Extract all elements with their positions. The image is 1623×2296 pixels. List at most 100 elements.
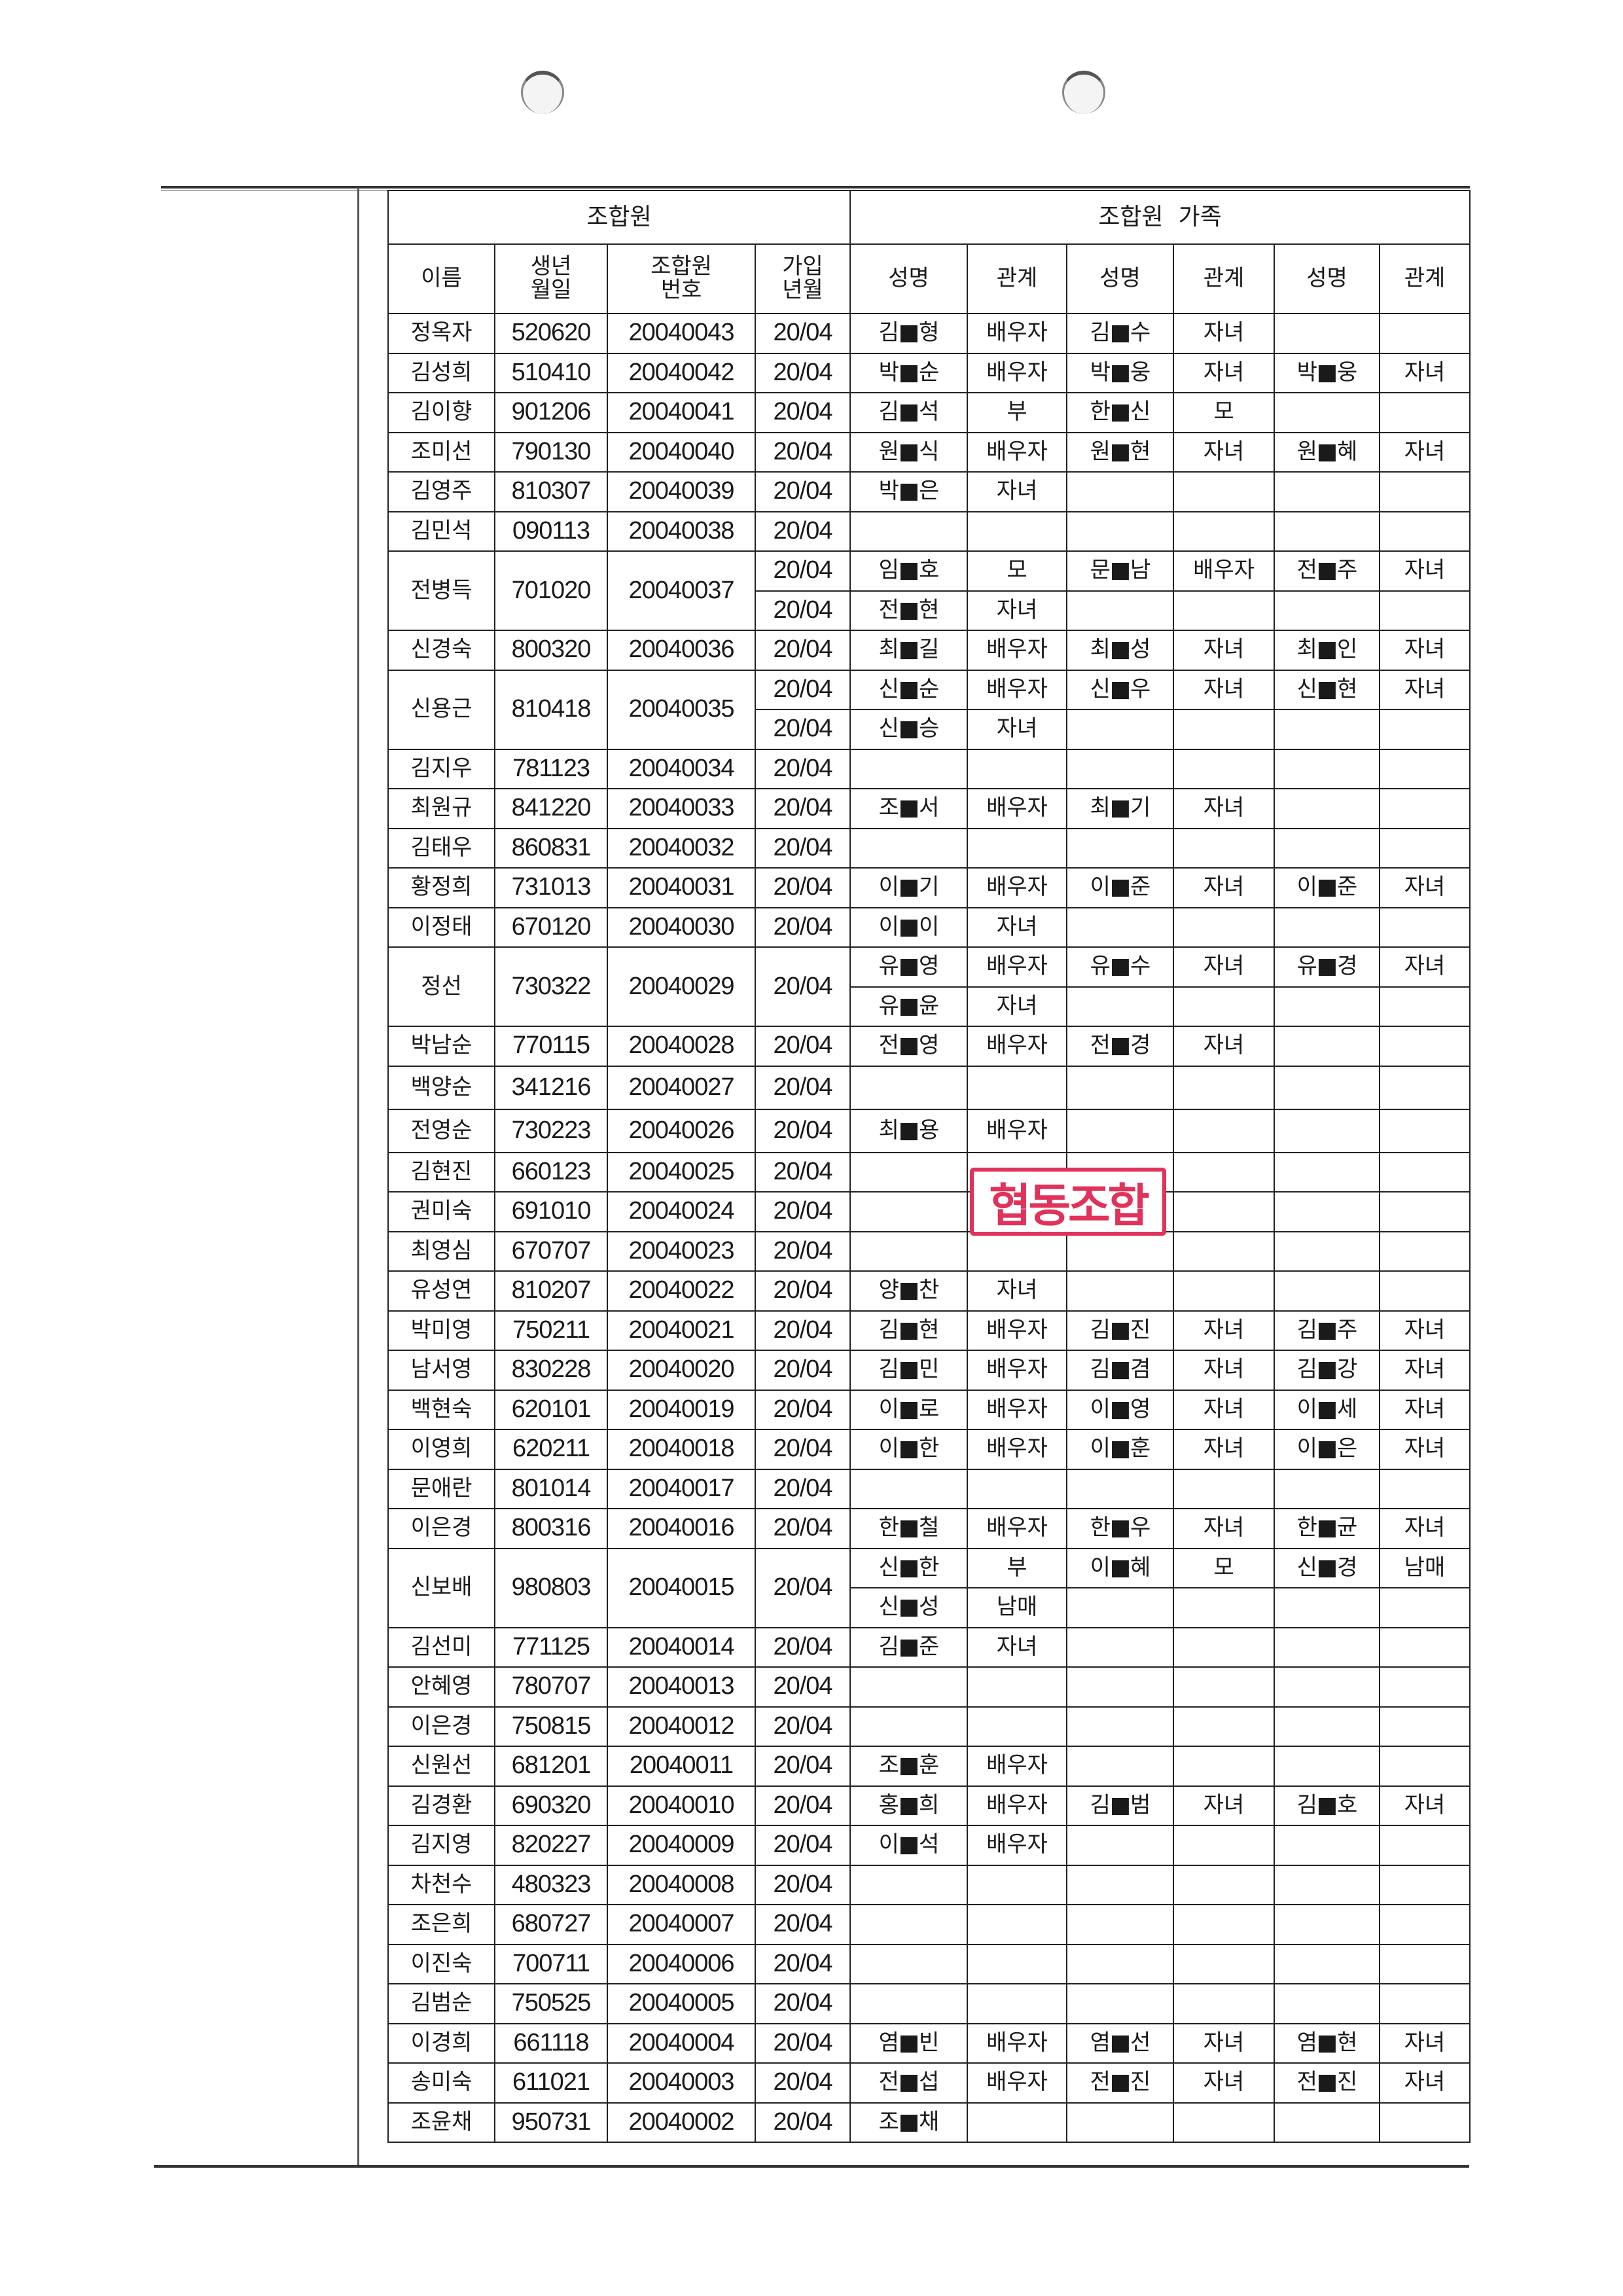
family-member-name: 이■한 [849,1429,968,1470]
family-member-name: 이■혜 [1066,1547,1174,1588]
member-number: 20040007 [607,1904,756,1945]
member-join-date: 20/04 [755,352,851,393]
family-member-name: 유■수 [1066,946,1174,988]
family-relation: 배우자 [967,1825,1067,1866]
family-member-name [849,1065,968,1110]
family-member-name [1274,986,1380,1027]
family-relation [1379,313,1471,354]
family-relation [967,2102,1067,2143]
member-name: 권미숙 [387,1191,495,1232]
table-row: 김영주 810307 20040039 20/04 박■은 자녀 [387,471,1471,512]
family-relation [1173,471,1275,512]
table-row: 차천수 480323 20040008 20/04 [387,1864,1471,1905]
member-name: 신경숙 [387,630,495,671]
family-relation: 자녀 [1379,352,1471,393]
family-member-name [1274,1587,1380,1628]
member-join-date: 20/04 [755,2102,851,2143]
table-row: 신경숙 800320 20040036 20/04 최■길 배우자 최■성 자녀 최■인 자녀 [387,630,1471,671]
family-relation [1379,1191,1471,1232]
member-name: 백현숙 [387,1389,495,1430]
family-member-name: 김■주 [1274,1310,1380,1351]
family-member-name: 유■영 [849,946,968,988]
family-member-name: 박■웅 [1274,352,1380,393]
member-join-date: 20/04 [755,590,851,631]
family-relation [1173,1587,1275,1628]
family-relation: 자녀 [1173,669,1275,710]
member-name: 김경환 [387,1785,495,1826]
member-join-date: 20/04 [755,1904,851,1945]
member-name: 박남순 [387,1026,495,1067]
family-relation: 자녀 [1379,1785,1471,1826]
member-join-date: 20/04 [755,748,851,789]
table-row: 안혜영 780707 20040013 20/04 [387,1666,1471,1708]
member-number: 20040037 [607,550,756,631]
col-family-relation: 관계 [1379,243,1471,314]
member-name: 차천수 [387,1864,495,1905]
table-row: 최영심 670707 20040023 20/04 [387,1230,1471,1272]
member-join-date: 20/04 [755,1230,851,1272]
family-member-name: 김■겸 [1066,1350,1174,1391]
member-name: 김현진 [387,1151,495,1193]
member-number: 20040017 [607,1468,756,1509]
family-relation: 자녀 [1379,2062,1471,2104]
family-member-name: 유■경 [1274,946,1380,988]
family-relation: 자녀 [1173,1508,1275,1549]
table-row: 김지우 781123 20040034 20/04 [387,748,1471,789]
family-member-name [1066,748,1174,789]
member-join-date: 20/04 [755,1864,851,1905]
table-row: 김경환 690320 20040010 20/04 홍■희 배우자 김■범 자녀 김■호 자녀 [387,1785,1471,1826]
family-relation [1379,1943,1471,1984]
family-member-name [849,1666,968,1708]
family-member-name: 김■형 [849,313,968,354]
family-member-name [1274,313,1380,354]
family-relation: 모 [1173,1547,1275,1588]
family-relation [967,1904,1067,1945]
family-relation: 부 [967,1547,1067,1588]
family-member-name: 한■신 [1066,392,1174,433]
family-member-name [1066,906,1174,948]
member-join-date: 20/04 [755,1666,851,1708]
family-relation: 자녀 [1173,2022,1275,2064]
family-relation: 자녀 [1379,946,1471,988]
family-member-name [1274,1746,1380,1787]
family-relation: 자녀 [1173,867,1275,908]
family-relation: 자녀 [1379,867,1471,908]
punch-hole [521,71,564,114]
family-relation: 배우자 [967,669,1067,710]
family-relation [1173,1983,1275,2024]
table-row: 김현진 660123 20040025 20/04 [387,1151,1471,1193]
table-row: 남서영 830228 20040020 20/04 김■민 배우자 김■겸 자녀 김■강 자녀 [387,1350,1471,1391]
table-row: 이경희 661118 20040004 20/04 염■빈 배우자 염■선 자녀 염■현 자녀 [387,2022,1471,2064]
family-member-name: 김■범 [1066,1785,1174,1826]
table-row: 조윤채 950731 20040002 20/04 조■채 [387,2102,1471,2143]
family-member-name [849,1983,968,2024]
family-relation: 배우자 [1173,550,1275,592]
col-name: 이름 [387,243,495,314]
member-name: 신용근 [387,669,495,750]
family-relation [1379,1026,1471,1067]
member-birth: 681201 [494,1746,608,1787]
member-birth: 790130 [494,431,608,473]
family-relation: 배우자 [967,1508,1067,1549]
member-name: 김범순 [387,1983,495,2024]
family-member-name: 김■호 [1274,1785,1380,1826]
family-member-name: 신■승 [849,709,968,750]
family-member-name: 이■은 [1274,1429,1380,1470]
family-relation: 배우자 [967,1026,1067,1067]
family-member-name: 전■경 [1066,1026,1174,1067]
member-number: 20040023 [607,1230,756,1272]
family-relation: 배우자 [967,788,1067,829]
family-relation [1173,1904,1275,1945]
family-relation [1379,1904,1471,1945]
family-member-name: 전■진 [1274,2062,1380,2104]
family-relation: 자녀 [967,906,1067,948]
member-birth: 800316 [494,1508,608,1549]
table-row: 김성희 510410 20040042 20/04 박■순 배우자 박■웅 자녀 박■웅 자녀 [387,352,1471,393]
family-relation [967,1943,1067,1984]
member-number: 20040022 [607,1270,756,1312]
member-birth: 860831 [494,827,608,869]
family-member-name [1274,1706,1380,1747]
family-relation: 자녀 [1173,788,1275,829]
family-member-name: 원■식 [849,431,968,473]
member-birth: 480323 [494,1864,608,1905]
